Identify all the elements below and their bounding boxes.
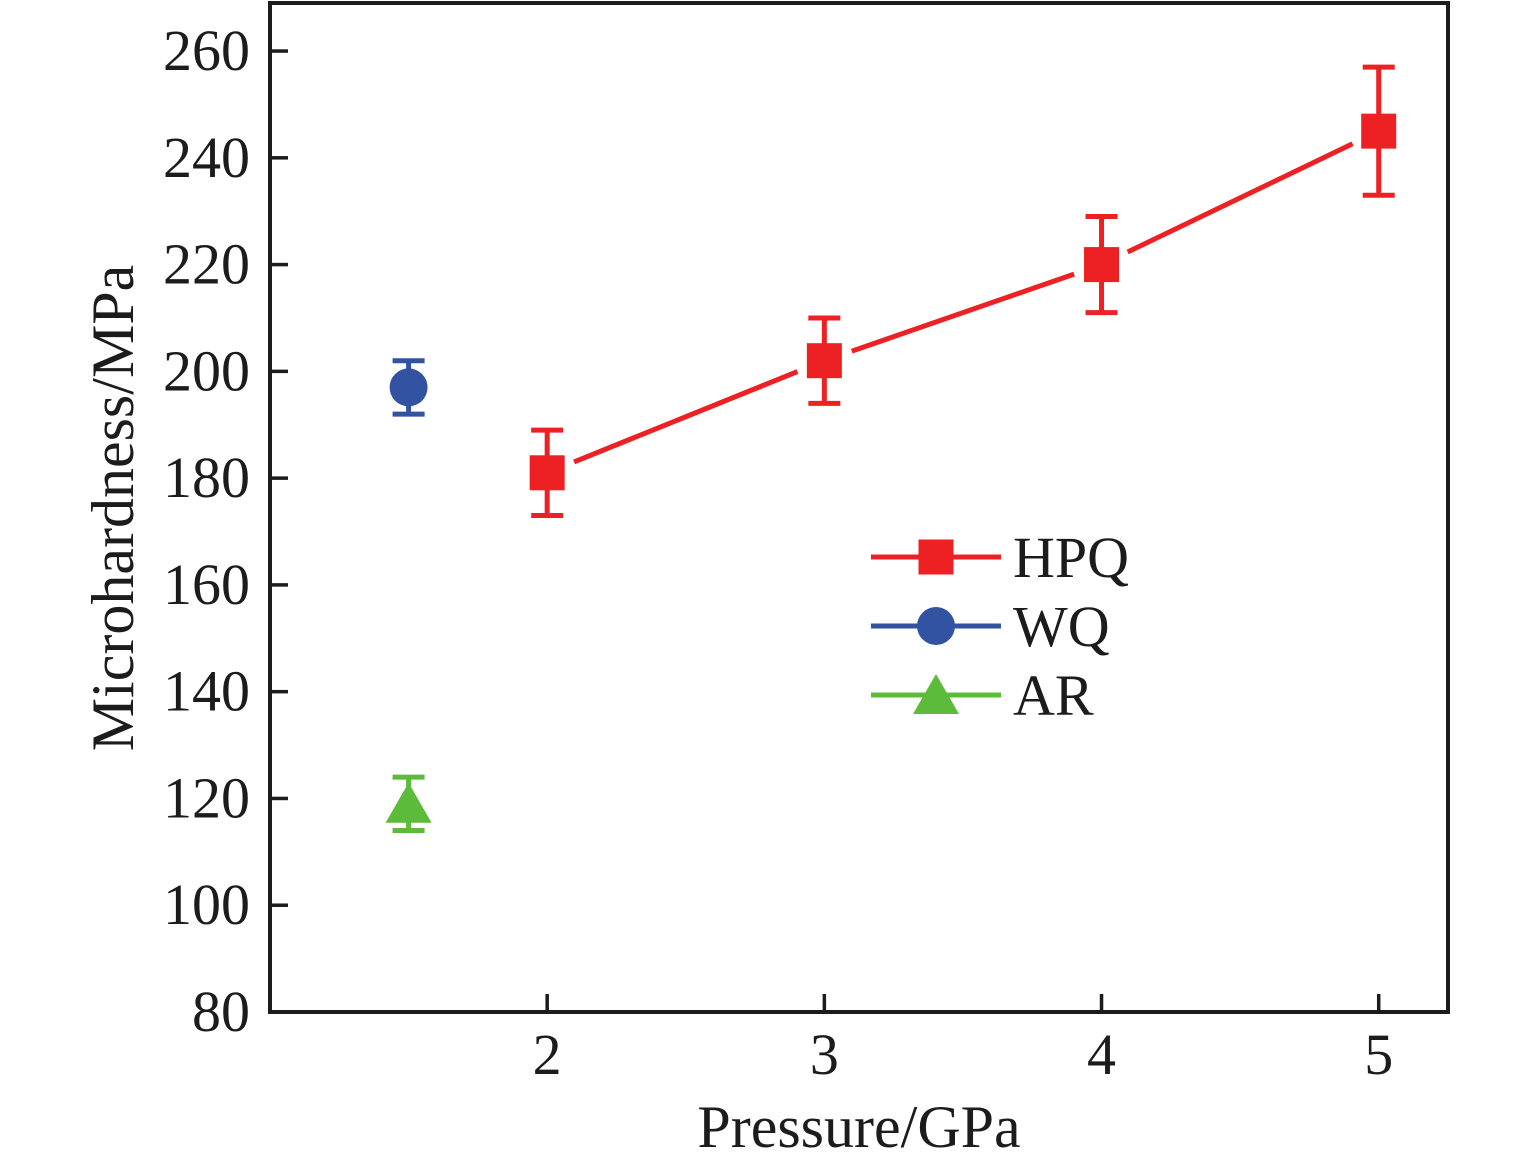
HPQ-square-marker: [1361, 113, 1397, 149]
WQ-circle-marker: [389, 368, 428, 407]
legend-label: WQ: [1013, 594, 1110, 659]
x-tick-label: 5: [1364, 1022, 1393, 1087]
y-tick-label: 240: [163, 125, 250, 190]
y-tick-label: 200: [163, 338, 250, 403]
y-tick-label: 260: [163, 18, 250, 83]
HPQ-square-marker: [806, 343, 842, 379]
y-tick-label: 160: [163, 552, 250, 617]
legend-HPQ-square-marker: [918, 539, 954, 575]
legend-WQ-circle-marker: [917, 607, 955, 645]
AR-triangle-marker: [385, 782, 432, 823]
HPQ-series-line: [1126, 141, 1354, 255]
x-tick-label: 3: [810, 1022, 839, 1087]
HPQ-square-marker: [529, 455, 565, 491]
HPQ-series-line: [573, 369, 799, 465]
y-tick-label: 140: [163, 659, 250, 724]
y-tick-label: 80: [192, 979, 250, 1044]
legend-label: AR: [1013, 663, 1094, 728]
y-tick-label: 180: [163, 445, 250, 510]
x-axis-label: Pressure/GPa: [697, 1094, 1021, 1160]
HPQ-series-line: [850, 271, 1075, 354]
y-tick-label: 100: [163, 872, 250, 937]
x-tick-label: 4: [1087, 1022, 1116, 1087]
y-axis-label: Microhardness/MPa: [80, 264, 146, 752]
y-tick-label: 120: [163, 765, 250, 830]
HPQ-square-marker: [1084, 247, 1120, 283]
y-tick-label: 220: [163, 232, 250, 297]
plot-border: [268, 1, 1450, 1014]
x-tick-label: 2: [533, 1022, 562, 1087]
legend-AR-triangle-marker: [913, 674, 959, 714]
legend-label: HPQ: [1013, 525, 1129, 590]
